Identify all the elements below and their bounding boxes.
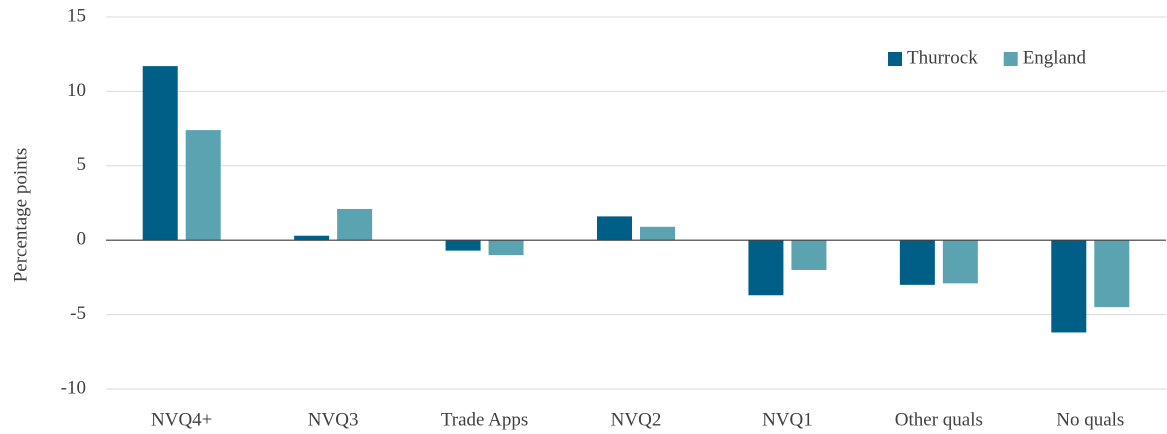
x-tick-label: Trade Apps [441, 409, 528, 430]
x-tick-label: NVQ4+ [151, 409, 212, 430]
y-tick-label: 5 [77, 154, 87, 175]
x-tick-label: NVQ2 [611, 409, 662, 430]
bar [942, 240, 978, 284]
legend-label: Thurrock [907, 47, 978, 68]
bar [1051, 240, 1087, 333]
bar [640, 226, 675, 241]
bar [294, 235, 330, 241]
legend-label: England [1023, 47, 1087, 68]
bar [1094, 240, 1130, 308]
x-tick-label: No quals [1056, 409, 1124, 430]
bar [791, 240, 827, 270]
x-tick-label: NVQ3 [308, 409, 359, 430]
legend-swatch [888, 52, 902, 66]
bar [488, 240, 524, 256]
x-tick-label: Other quals [895, 409, 983, 430]
bar [142, 66, 178, 241]
bar [597, 216, 632, 241]
y-tick-label: -10 [61, 377, 86, 398]
y-tick-label: 15 [67, 5, 86, 26]
y-tick-label: -5 [70, 303, 86, 324]
x-tick-label: NVQ1 [762, 409, 813, 430]
y-tick-label: 10 [67, 80, 86, 101]
legend-swatch [1003, 52, 1018, 66]
bar [185, 130, 221, 241]
y-axis-label: Percentage points [10, 148, 31, 283]
bar [337, 208, 373, 241]
y-tick-label: 0 [77, 229, 87, 250]
bar [899, 240, 935, 285]
bar [445, 240, 481, 251]
bar [748, 240, 784, 296]
